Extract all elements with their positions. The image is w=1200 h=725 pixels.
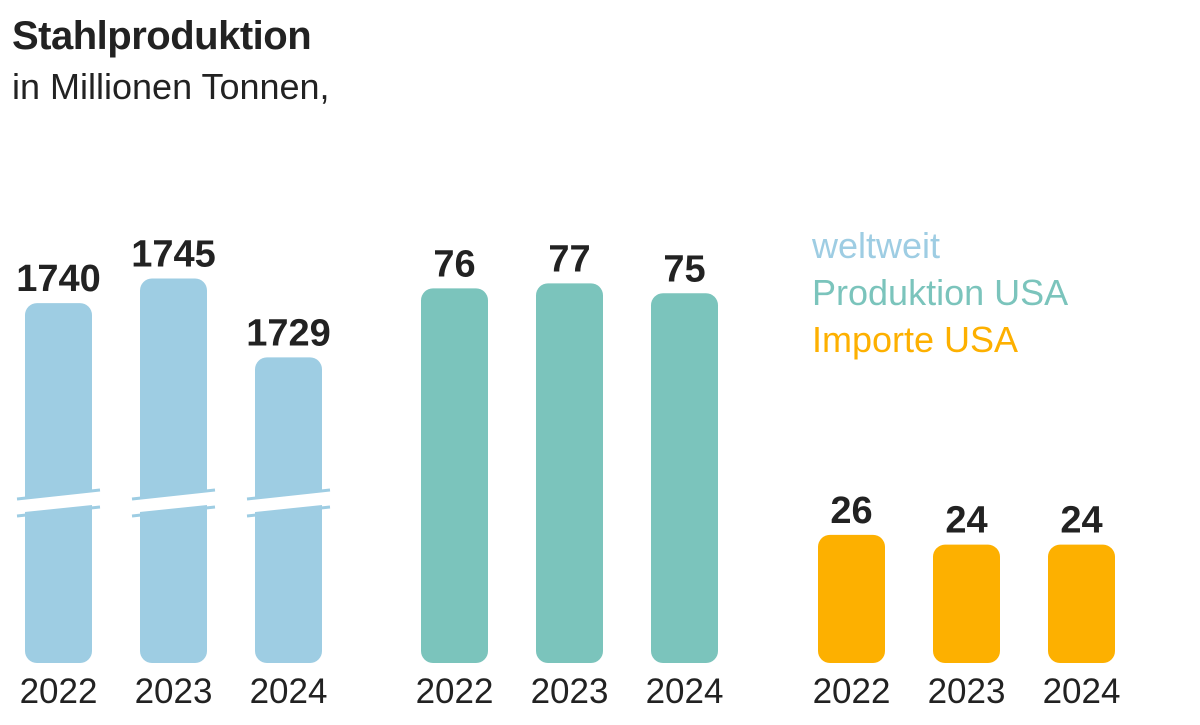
axis-break-line	[246, 488, 331, 501]
x-tick-label: 2024	[646, 672, 724, 711]
axis-break-line	[246, 505, 331, 518]
axis-break-line	[16, 488, 101, 501]
axis-break-line	[16, 505, 101, 518]
axis-break-gap	[15, 490, 102, 513]
bar	[25, 303, 92, 663]
bar	[818, 534, 885, 663]
bar	[140, 278, 207, 663]
legend-entry: Produktion USA	[812, 272, 1068, 313]
x-tick-label: 2022	[20, 672, 98, 711]
data-label: 1740	[16, 258, 101, 300]
axis-break-gap	[245, 490, 332, 513]
x-tick-label: 2024	[250, 672, 328, 711]
bar	[1048, 544, 1115, 663]
data-label: 77	[548, 238, 590, 280]
data-label: 75	[663, 248, 705, 290]
x-tick-label: 2024	[1043, 672, 1121, 711]
chart-subtitle: in Millionen Tonnen,	[12, 66, 330, 107]
data-label: 1729	[246, 312, 331, 354]
axis-break-line	[131, 488, 216, 501]
legend-entry: Importe USA	[812, 319, 1018, 360]
x-tick-label: 2022	[813, 672, 891, 711]
bar	[421, 288, 488, 663]
data-label: 1745	[131, 233, 216, 275]
data-label: 76	[433, 243, 475, 285]
x-tick-label: 2023	[531, 672, 609, 711]
x-tick-label: 2022	[416, 672, 494, 711]
bar	[933, 544, 1000, 663]
axis-break-line	[131, 505, 216, 518]
bar	[651, 293, 718, 663]
axis-break-gap	[130, 490, 217, 513]
legend-entry: weltweit	[811, 225, 940, 266]
bar	[536, 283, 603, 663]
data-label: 26	[830, 490, 872, 532]
x-tick-label: 2023	[928, 672, 1006, 711]
data-label: 24	[945, 500, 987, 542]
x-tick-label: 2023	[135, 672, 213, 711]
chart-title: Stahlproduktion	[12, 14, 312, 58]
data-label: 24	[1060, 500, 1102, 542]
